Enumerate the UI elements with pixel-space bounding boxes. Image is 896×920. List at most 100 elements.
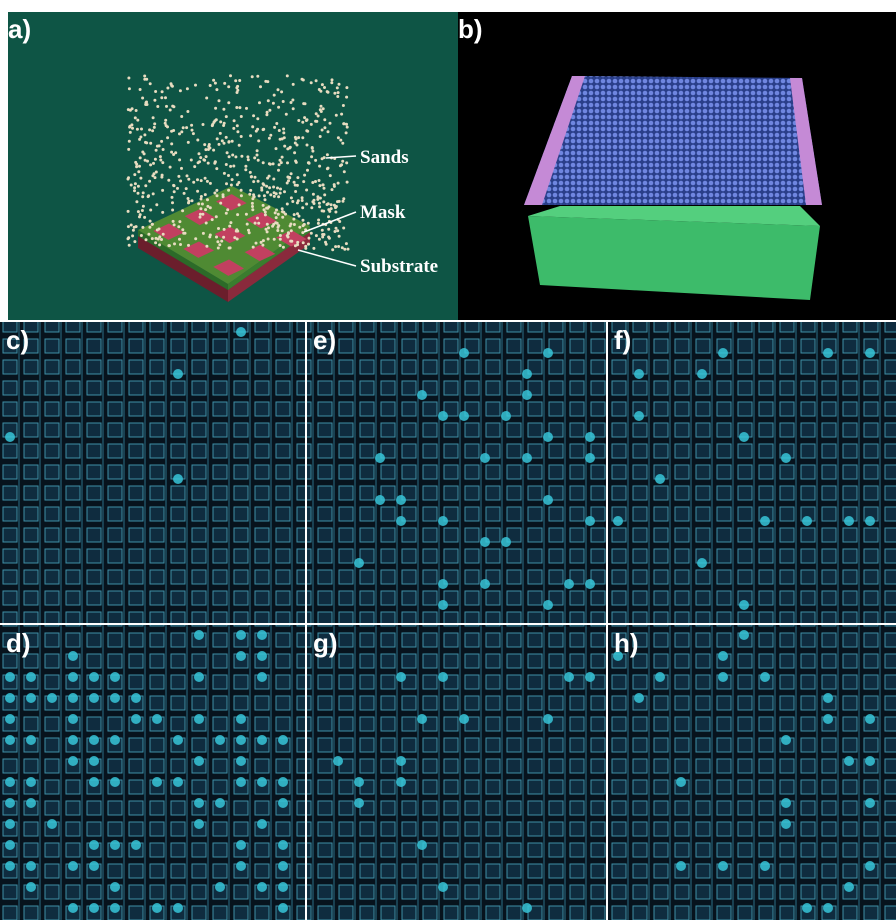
sand	[265, 207, 268, 210]
sand	[264, 213, 267, 216]
filled-cell	[354, 558, 364, 568]
filled-cell	[5, 693, 15, 703]
filled-cell	[68, 735, 78, 745]
sand	[311, 200, 314, 203]
sand	[162, 148, 165, 151]
sand	[199, 156, 202, 159]
sand	[323, 118, 326, 121]
sand	[294, 190, 297, 193]
sand	[305, 189, 308, 192]
sand	[151, 237, 154, 240]
sand	[263, 208, 266, 211]
filled-cell	[257, 651, 267, 661]
sand	[202, 158, 205, 161]
sand	[315, 234, 318, 237]
sand	[315, 112, 318, 115]
sand	[339, 164, 342, 167]
sand	[289, 223, 292, 226]
sand	[283, 136, 286, 139]
sand	[269, 134, 272, 137]
sand	[169, 109, 172, 112]
sand	[181, 209, 184, 212]
sand	[214, 107, 217, 110]
sand	[314, 120, 317, 123]
sand	[164, 122, 167, 125]
sand	[194, 237, 197, 240]
sand	[135, 109, 138, 112]
filled-cell	[634, 411, 644, 421]
sand	[202, 232, 205, 235]
sand	[295, 138, 298, 141]
sand	[179, 89, 182, 92]
sand	[236, 173, 239, 176]
sand	[133, 173, 136, 176]
filled-cell	[26, 777, 36, 787]
sand	[144, 141, 147, 144]
sand	[251, 75, 254, 78]
sand	[319, 135, 322, 138]
sand	[215, 167, 218, 170]
sand	[281, 207, 284, 210]
sand	[281, 156, 284, 159]
filled-cell	[823, 903, 833, 913]
sand	[198, 160, 201, 163]
sand	[334, 245, 337, 248]
sand	[337, 91, 340, 94]
sand	[343, 170, 346, 173]
sand	[284, 213, 287, 216]
sand	[287, 236, 290, 239]
filled-cell	[257, 630, 267, 640]
sand	[321, 83, 324, 86]
sand	[294, 160, 297, 163]
sand	[158, 228, 161, 231]
sand	[190, 159, 193, 162]
sand	[184, 232, 187, 235]
sand	[240, 189, 243, 192]
filled-cell	[417, 840, 427, 850]
sand	[148, 226, 151, 229]
sand	[256, 154, 259, 157]
filled-cell	[501, 537, 511, 547]
sand	[322, 210, 325, 213]
sand	[201, 213, 204, 216]
filled-cell	[844, 882, 854, 892]
sand	[333, 92, 336, 95]
filled-cell	[68, 756, 78, 766]
sand	[227, 101, 230, 104]
sand	[279, 234, 282, 237]
sand	[321, 183, 324, 186]
filled-cell	[89, 777, 99, 787]
sand	[258, 194, 261, 197]
filled-cell	[236, 327, 246, 337]
sand	[145, 101, 148, 104]
sand	[256, 117, 259, 120]
sand	[320, 110, 323, 113]
filled-cell	[194, 714, 204, 724]
sand	[327, 228, 330, 231]
filled-cell	[236, 756, 246, 766]
sand	[251, 205, 254, 208]
sand	[176, 187, 179, 190]
sand	[216, 137, 219, 140]
sand	[278, 163, 281, 166]
sand	[289, 146, 292, 149]
sand	[274, 211, 277, 214]
filled-cell	[173, 777, 183, 787]
filled-cell	[26, 798, 36, 808]
sand	[338, 235, 341, 238]
sand	[318, 165, 321, 168]
sand	[268, 109, 271, 112]
filled-cell	[257, 819, 267, 829]
sand	[132, 229, 135, 232]
sand	[275, 216, 278, 219]
sand	[153, 122, 156, 125]
sand	[336, 95, 339, 98]
filled-cell	[781, 798, 791, 808]
sand	[146, 160, 149, 163]
sand	[337, 136, 340, 139]
sand	[317, 222, 320, 225]
filled-cell	[655, 672, 665, 682]
sand	[342, 227, 345, 230]
sand	[222, 193, 225, 196]
sand	[331, 188, 334, 191]
